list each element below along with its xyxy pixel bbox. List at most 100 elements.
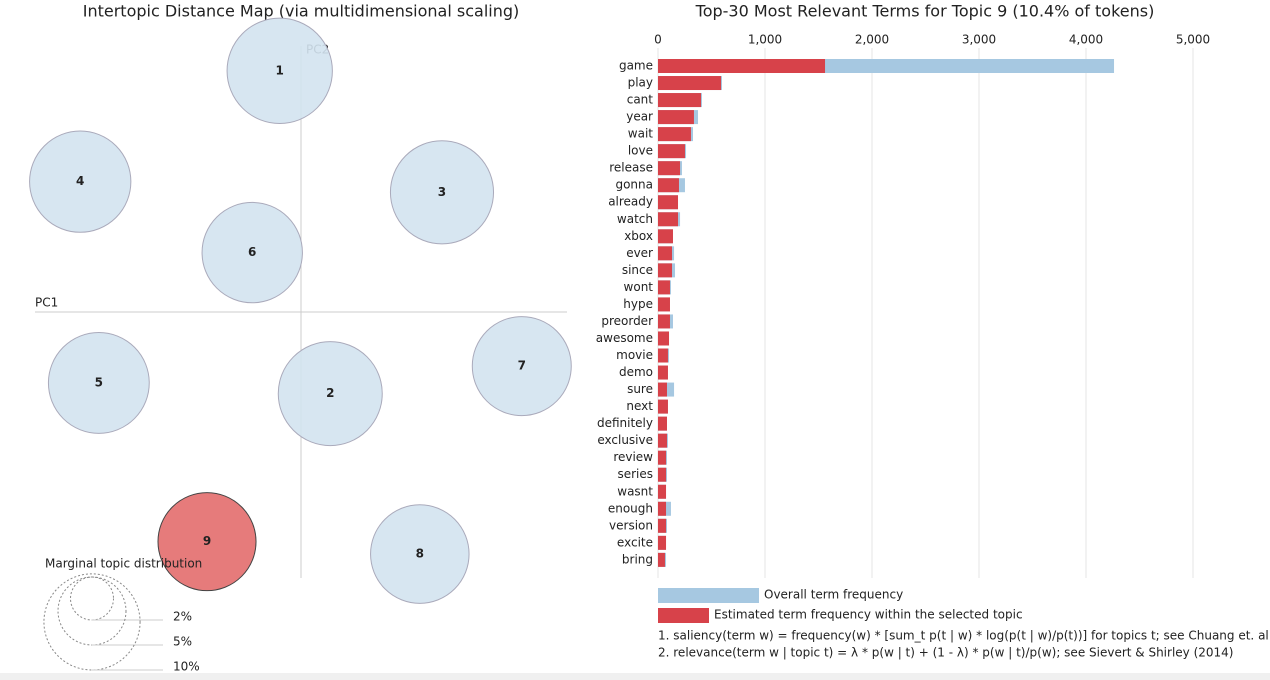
topic-label: 1	[276, 63, 284, 77]
term-label: enough	[608, 501, 653, 515]
term-label: gonna	[615, 178, 653, 192]
term-label: cant	[627, 93, 654, 107]
bar	[658, 59, 826, 73]
term-label: watch	[617, 212, 653, 226]
topic-bubble	[29, 130, 132, 233]
term-label: already	[608, 195, 653, 209]
bar	[658, 212, 679, 227]
topic-bubble	[201, 201, 303, 304]
topic-label: 5	[95, 375, 103, 389]
term-label: bring	[622, 552, 653, 566]
term-label: game	[619, 59, 653, 73]
x-axis-label: PC1	[35, 296, 58, 310]
term-label: exclusive	[597, 433, 653, 447]
topic-label: 6	[248, 245, 256, 259]
term-label: definitely	[597, 416, 653, 430]
map-title: Intertopic Distance Map (via multidimens…	[83, 2, 520, 21]
bar	[658, 314, 670, 329]
term-label: xbox	[624, 229, 653, 243]
legend-label: Estimated term frequency within the sele…	[714, 608, 1023, 622]
legend-label: Overall term frequency	[764, 588, 903, 602]
term-label: excite	[617, 535, 653, 549]
term-label: sure	[627, 382, 653, 396]
bar	[658, 195, 679, 210]
term-label: demo	[619, 365, 653, 379]
topic-label: 9	[203, 534, 211, 548]
x-tick-label: 5,000	[1176, 33, 1210, 47]
bar	[658, 93, 702, 108]
term-label: wait	[628, 127, 654, 141]
bar	[658, 416, 667, 431]
x-tick-label: 0	[654, 33, 662, 47]
size-legend-circle	[43, 573, 141, 671]
term-label: play	[628, 76, 653, 90]
term-label: release	[609, 161, 653, 175]
bar	[658, 76, 722, 91]
x-tick-label: 4,000	[1069, 33, 1103, 47]
size-legend-label: 10%	[173, 660, 200, 674]
footnote: 2. relevance(term w | topic t) = λ * p(w…	[658, 646, 1233, 660]
bar	[658, 127, 691, 142]
term-label: next	[626, 399, 653, 413]
bar	[658, 535, 667, 550]
bar	[658, 144, 685, 159]
topic-bubble	[389, 140, 495, 245]
topic-bubble	[277, 341, 383, 447]
term-label: love	[628, 144, 653, 158]
term-label: review	[613, 450, 653, 464]
bottom-strip	[0, 673, 1270, 680]
term-label: year	[626, 110, 653, 124]
term-label: ever	[626, 246, 653, 260]
topic-label: 2	[326, 386, 334, 400]
bar	[658, 382, 667, 397]
legend-swatch	[658, 608, 709, 623]
bar	[658, 348, 668, 363]
topic-label: 8	[416, 547, 424, 561]
term-label: wont	[624, 280, 654, 294]
bar	[658, 518, 667, 533]
bar	[658, 161, 681, 176]
bar-title: Top-30 Most Relevant Terms for Topic 9 (…	[695, 2, 1155, 21]
topic-label: 4	[76, 174, 84, 188]
term-label: awesome	[596, 331, 653, 345]
bar	[658, 229, 673, 244]
bar	[658, 450, 667, 465]
bar	[658, 501, 667, 516]
topic-bubble	[47, 332, 150, 434]
bar	[658, 365, 668, 380]
topic-bubble	[226, 17, 333, 124]
size-legend-title: Marginal topic distribution	[45, 557, 202, 571]
bar	[658, 246, 673, 261]
footnote: 1. saliency(term w) = frequency(w) * [su…	[658, 629, 1270, 643]
term-label: preorder	[601, 314, 653, 328]
bar	[658, 297, 670, 312]
term-label: version	[609, 518, 653, 532]
size-legend-circle	[57, 576, 127, 646]
bar	[658, 331, 670, 346]
size-legend-label: 2%	[173, 610, 192, 624]
bar	[658, 433, 667, 448]
x-tick-label: 3,000	[962, 33, 996, 47]
bar	[658, 263, 673, 278]
topic-label: 7	[518, 359, 526, 373]
term-label: movie	[616, 348, 653, 362]
topic-bubble	[157, 492, 257, 592]
bar	[658, 110, 694, 125]
size-legend-circle	[70, 576, 114, 621]
size-legend-label: 5%	[173, 635, 192, 649]
topic-bubble	[471, 316, 572, 417]
bar	[658, 399, 668, 414]
term-label: wasnt	[617, 484, 653, 498]
term-label: hype	[623, 297, 653, 311]
term-label: since	[622, 263, 653, 277]
bar	[658, 178, 679, 193]
bar	[658, 280, 670, 295]
legend-swatch	[658, 588, 759, 603]
x-tick-label: 1,000	[748, 33, 782, 47]
x-tick-label: 2,000	[855, 33, 889, 47]
topic-label: 3	[438, 185, 446, 199]
bar	[658, 552, 665, 567]
bar	[658, 484, 667, 499]
